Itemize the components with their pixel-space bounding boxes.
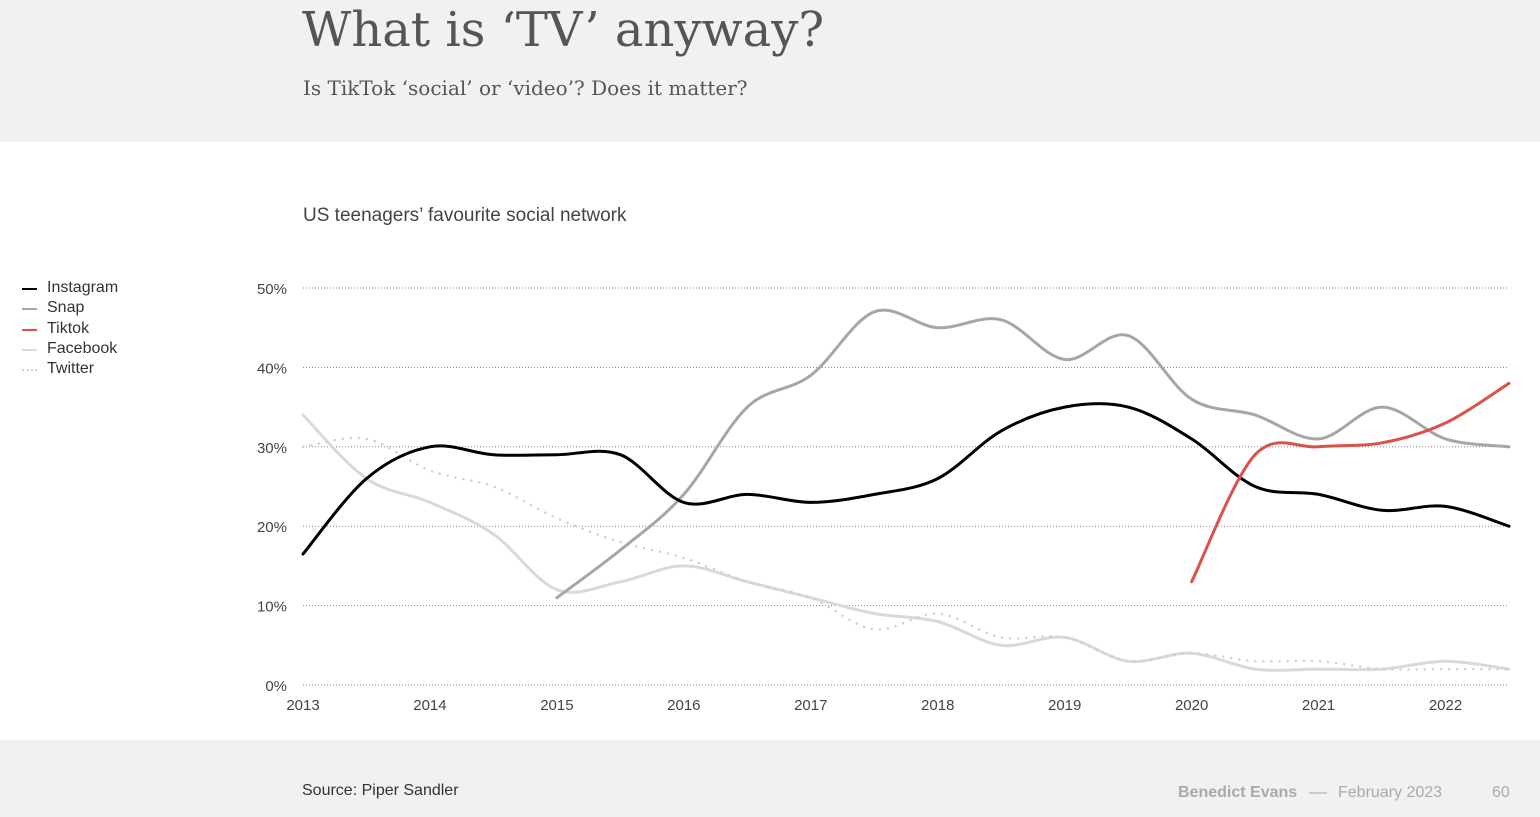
legend-label-tiktok: Tiktok	[47, 319, 90, 337]
series-lines	[301, 308, 1511, 672]
y-tick-label: 20%	[257, 519, 287, 536]
x-tick-label: 2019	[1048, 697, 1081, 714]
y-tick-label: 30%	[257, 440, 287, 457]
line-chart: 0%10%20%30%40%50% 2013 2014 2015 2016 2017 20…	[257, 281, 1511, 714]
legend-swatch-facebook	[22, 348, 37, 351]
page-title: What is ‘TV’ anyway?	[302, 2, 825, 58]
legend-swatch-instagram	[22, 288, 37, 290]
legend-swatch-snap	[22, 308, 37, 311]
x-tick-label: 2017	[794, 697, 827, 714]
footer-band: Source: Piper Sandler Benedict Evans –– …	[0, 740, 1540, 817]
x-tick-label: 2015	[540, 697, 573, 714]
y-axis-ticks: 0% 10% 20% 30% 40% 50%	[257, 281, 287, 695]
legend-label-instagram: Instagram	[47, 279, 119, 296]
legend-swatch-tiktok	[22, 328, 37, 331]
footer-date: February 2023	[1338, 784, 1443, 801]
header-band: What is ‘TV’ anyway? Is TikTok ‘social’ …	[0, 0, 1540, 142]
chart-title: US teenagers’ favourite social network	[303, 205, 627, 226]
page-number: 60	[1492, 784, 1510, 801]
x-axis-ticks: 2013 2014 2015 2016 2017 2018 2019 2020 2021 2022	[286, 697, 1462, 714]
legend-label-snap: Snap	[47, 299, 85, 317]
x-tick-label: 2020	[1175, 697, 1208, 714]
brand-name: Benedict Evans	[1178, 784, 1298, 801]
x-tick-label: 2013	[286, 697, 319, 714]
y-tick-label: 40%	[257, 360, 287, 377]
x-tick-label: 2021	[1302, 697, 1335, 714]
gridlines	[303, 287, 1509, 686]
x-tick-label: 2022	[1429, 697, 1462, 714]
x-tick-label: 2014	[413, 697, 446, 714]
x-tick-label: 2016	[667, 697, 700, 714]
legend-label-twitter: Twitter	[47, 360, 95, 378]
series-line-twitter	[301, 436, 1511, 671]
source-note: Source: Piper Sandler	[302, 782, 459, 799]
page-subtitle: Is TikTok ‘social’ or ‘video’? Does it m…	[303, 76, 748, 100]
legend-swatch-twitter	[22, 369, 37, 372]
x-tick-label: 2018	[921, 697, 954, 714]
y-tick-label: 10%	[257, 599, 287, 616]
series-line-instagram	[301, 402, 1511, 556]
series-line-tiktok	[1190, 381, 1511, 584]
series-line-snap	[555, 308, 1511, 600]
footer-separator: ––	[1309, 784, 1327, 801]
legend-label-facebook: Facebook	[47, 339, 118, 357]
y-tick-label: 50%	[257, 281, 287, 298]
y-tick-label: 0%	[265, 678, 287, 695]
series-line-facebook	[301, 413, 1511, 672]
